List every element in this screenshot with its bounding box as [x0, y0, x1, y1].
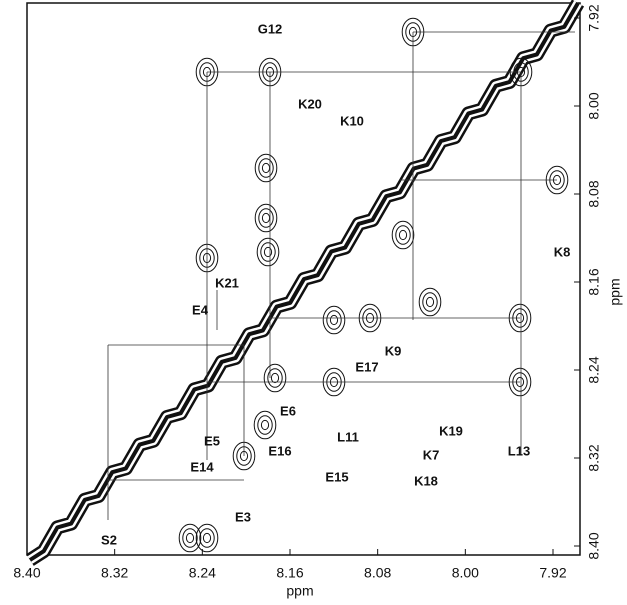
cross-peak — [202, 532, 212, 544]
contours — [26, 0, 585, 566]
y-tick-label: 8.40 — [586, 532, 602, 559]
cross-peak — [329, 314, 339, 326]
cross-peak — [398, 229, 408, 241]
peak-label: E17 — [355, 359, 378, 374]
cross-peak — [185, 532, 195, 544]
peak-label: E16 — [268, 443, 291, 458]
cross-peak — [261, 212, 271, 224]
y-tick-label: 8.24 — [586, 356, 602, 383]
cross-peak — [322, 305, 346, 335]
peak-label: L13 — [508, 443, 530, 458]
peak-label: E5 — [204, 433, 220, 448]
cross-peak — [422, 292, 438, 312]
cross-peak — [263, 363, 287, 393]
cross-peak — [256, 237, 280, 267]
x-tick-label: 8.16 — [276, 565, 303, 581]
peak-label: E4 — [192, 302, 209, 317]
cross-peak — [391, 220, 415, 250]
cross-peak — [199, 528, 215, 548]
peak-label: K7 — [423, 447, 440, 462]
y-axis-label: ppm — [607, 278, 623, 305]
cross-peak — [418, 287, 442, 317]
cross-peak — [425, 296, 435, 308]
x-axis-label: ppm — [286, 583, 313, 599]
cross-peak — [258, 158, 274, 178]
x-tick-label: 8.40 — [13, 565, 40, 581]
peak-label: E3 — [235, 509, 251, 524]
cross-peak — [267, 368, 283, 388]
diagonal-ridge — [28, 2, 580, 562]
cross-peak — [178, 523, 202, 553]
cross-peak — [254, 203, 278, 233]
peak-label: L11 — [337, 429, 359, 444]
peak-label: K20 — [298, 96, 322, 111]
cross-peak — [263, 246, 273, 258]
cross-peak — [270, 372, 280, 384]
peak-label: S2 — [101, 532, 117, 547]
peak-label: G12 — [258, 21, 283, 36]
peak-label: K19 — [439, 423, 463, 438]
y-tick-label: 8.08 — [586, 180, 602, 207]
cross-peak — [260, 242, 276, 262]
y-tick-label: 8.00 — [586, 92, 602, 119]
cross-peak — [182, 528, 198, 548]
cross-peak — [260, 419, 270, 431]
cross-peak — [254, 153, 278, 183]
y-tick-label: 7.92 — [586, 4, 602, 31]
x-tick-label: 8.00 — [452, 565, 479, 581]
cross-peak — [326, 310, 342, 330]
cross-peak — [195, 523, 219, 553]
cross-peak — [258, 208, 274, 228]
x-tick-label: 8.32 — [101, 565, 128, 581]
peak-label: K18 — [414, 473, 438, 488]
peak-label: E14 — [190, 459, 214, 474]
y-tick-label: 8.32 — [586, 444, 602, 471]
y-tick-label: 8.16 — [586, 268, 602, 295]
x-tick-label: 8.24 — [189, 565, 216, 581]
cross-peak — [261, 162, 271, 174]
x-tick-label: 7.92 — [539, 565, 566, 581]
plot-frame — [26, 2, 581, 556]
cross-peak — [253, 410, 277, 440]
peak-label: K10 — [340, 113, 364, 128]
cross-peak — [257, 415, 273, 435]
cross-peak — [395, 225, 411, 245]
peak-label: E15 — [325, 469, 348, 484]
peak-label: E6 — [280, 403, 296, 418]
peak-label: K9 — [385, 343, 402, 358]
peak-label: K8 — [554, 244, 571, 259]
x-tick-label: 8.08 — [364, 565, 391, 581]
peak-label: K21 — [215, 275, 239, 290]
